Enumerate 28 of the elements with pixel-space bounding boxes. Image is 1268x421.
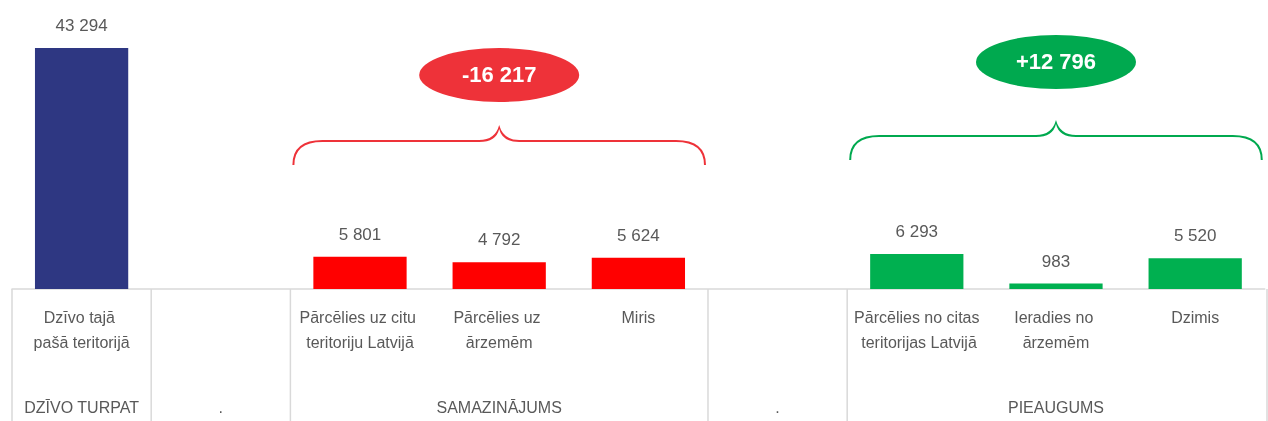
data-label: 5 624 — [617, 225, 660, 245]
data-label: 4 792 — [477, 230, 521, 250]
text: . — [775, 399, 780, 417]
bar — [1009, 283, 1103, 289]
data-label: 5 801 — [338, 224, 382, 244]
x-tick-label: Dzīvo tajā pašā teritorijā — [33, 309, 130, 351]
text: . — [218, 399, 224, 417]
x-tick-label: Ieradies no ārzemēm — [1014, 309, 1098, 351]
text: SAMAZINĀJUMS — [436, 399, 562, 417]
bar — [870, 253, 964, 289]
x-tick-label: Pārcēlies uz citu teritoriju Latvijā — [299, 309, 421, 351]
data-label: 6 293 — [895, 221, 939, 241]
annotation: -16 217 — [461, 62, 537, 88]
annotation: +12 796 — [1015, 49, 1097, 75]
text: PIEAUGUMS — [1007, 399, 1104, 417]
bar — [313, 256, 407, 289]
data-label: 983 — [1041, 251, 1071, 271]
bar — [452, 262, 546, 289]
data-label: 5 520 — [1173, 226, 1217, 246]
bar — [1148, 258, 1242, 289]
x-tick-label: Dzimis — [1171, 309, 1220, 326]
text: DZĪVO TURPAT — [24, 399, 139, 417]
data-label: 43 294 — [55, 16, 108, 35]
bar — [34, 48, 129, 289]
bar — [591, 257, 686, 289]
x-tick-label: Pārcēlies no citas teritorijas Latvijā — [854, 309, 980, 351]
x-tick-label: Pārcēlies uz ārzemēm — [453, 309, 545, 351]
x-tick-label: Miris — [621, 309, 656, 326]
